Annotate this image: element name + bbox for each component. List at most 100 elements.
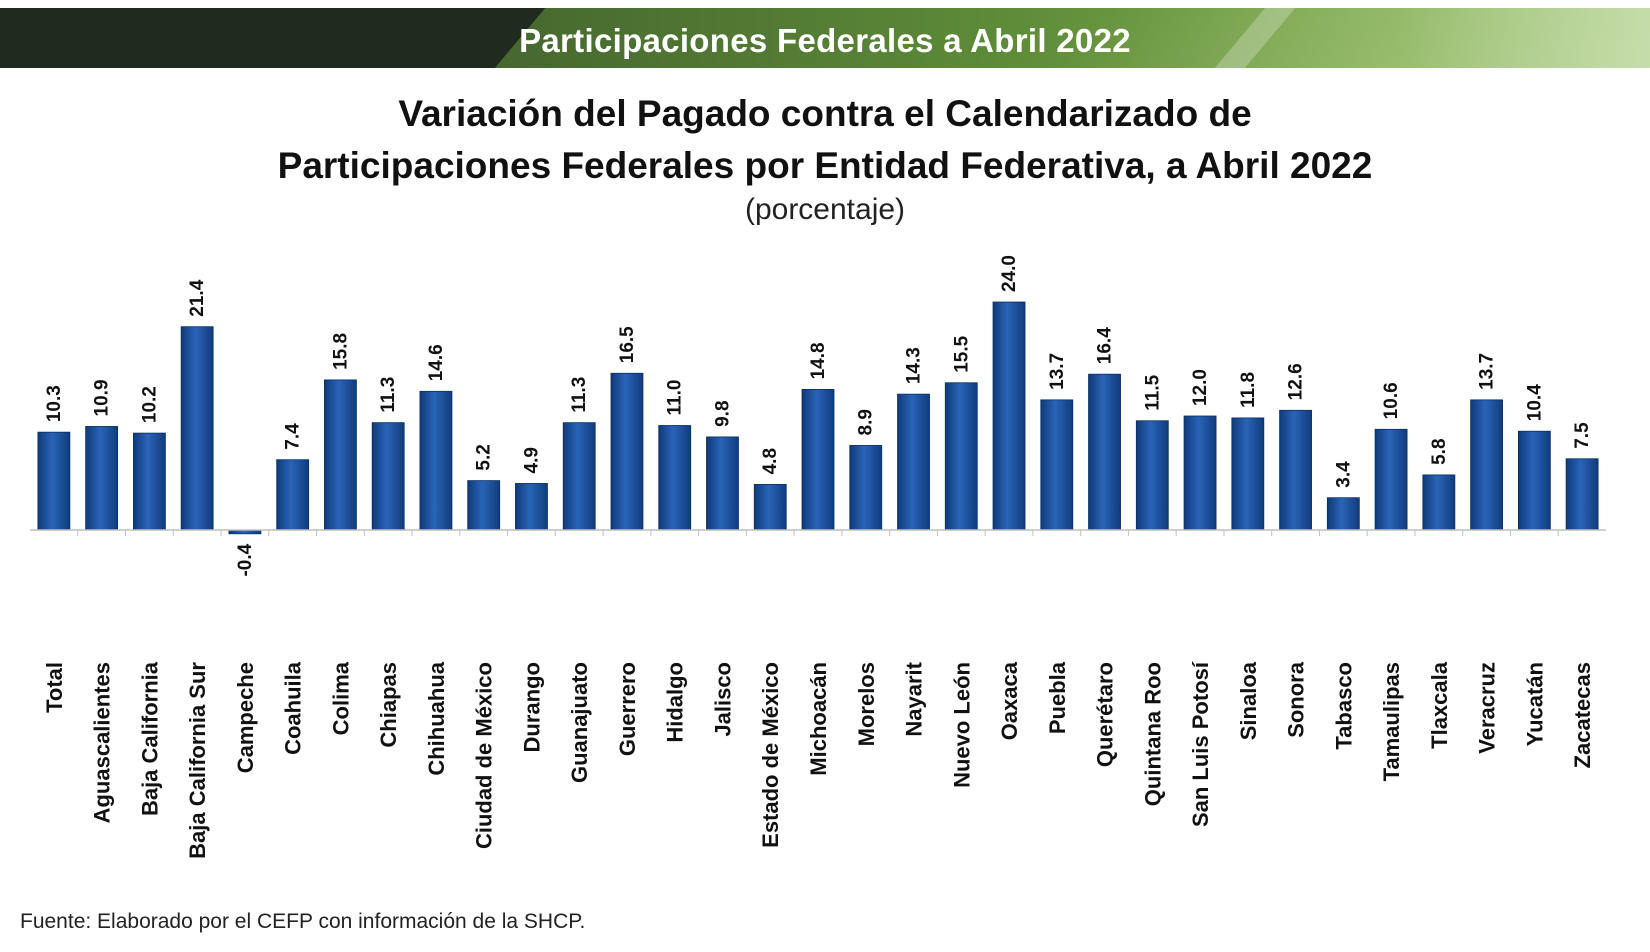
- category-label: Tlaxcala: [1427, 661, 1452, 749]
- category-label: Sinaloa: [1236, 661, 1261, 740]
- value-label: 21.4: [187, 279, 208, 316]
- bar: [467, 480, 501, 531]
- category-label: Veracruz: [1475, 662, 1500, 754]
- value-label: -0.4: [235, 543, 256, 576]
- category-label: Michoacán: [806, 662, 831, 776]
- chart-title-line-1: Variación del Pagado contra el Calendari…: [398, 93, 1252, 134]
- bar: [1279, 409, 1312, 531]
- category-label: Guanajuato: [567, 662, 592, 783]
- category-label: Coahuila: [281, 661, 306, 755]
- bar: [85, 426, 119, 531]
- source-note: Fuente: Elaborado por el CEFP con inform…: [20, 910, 586, 933]
- value-label: 11.5: [1142, 374, 1163, 410]
- bar: [753, 483, 787, 531]
- value-label: 8.9: [856, 409, 877, 435]
- bar: [419, 390, 453, 531]
- value-label: 16.4: [1095, 327, 1116, 364]
- chart-title-line-2: Participaciones Federales por Entidad Fe…: [277, 145, 1373, 186]
- banner-title: Participaciones Federales a Abril 2022: [519, 22, 1131, 59]
- value-label: 11.3: [569, 377, 590, 413]
- category-label: Chihuahua: [424, 661, 449, 775]
- value-label: 10.6: [1381, 382, 1402, 419]
- bar: [1517, 430, 1551, 531]
- category-label: Jalisco: [710, 662, 735, 737]
- bar: [1183, 415, 1217, 531]
- category-label: Guerrero: [615, 662, 640, 756]
- value-label: 13.7: [1047, 353, 1068, 390]
- bar: [1088, 373, 1121, 531]
- bar: [562, 422, 596, 531]
- value-label: 10.9: [92, 379, 113, 416]
- category-label: Puebla: [1045, 661, 1070, 734]
- bar: [1422, 474, 1456, 531]
- category-label: Nuevo León: [949, 662, 974, 788]
- bar: [1231, 417, 1265, 531]
- value-label: 12.6: [1286, 363, 1307, 400]
- category-label: Baja California Sur: [185, 662, 210, 859]
- value-label: 10.2: [139, 386, 160, 423]
- bar: [1470, 399, 1504, 531]
- chart-subtitle: (porcentaje): [744, 193, 906, 226]
- value-label: 5.2: [474, 444, 495, 470]
- bar: [180, 326, 214, 531]
- bar: [276, 459, 310, 531]
- category-label: Colima: [328, 661, 353, 735]
- bar: [324, 379, 357, 531]
- bar: [1374, 428, 1408, 531]
- value-label: 15.5: [951, 335, 972, 372]
- category-label: Nayarit: [902, 661, 927, 736]
- value-label: 14.3: [904, 347, 925, 384]
- value-label: 11.8: [1238, 372, 1259, 408]
- category-label: Tabasco: [1331, 662, 1356, 750]
- bar: [1326, 497, 1360, 531]
- category-label: Sonora: [1284, 661, 1309, 738]
- bar: [706, 436, 739, 531]
- bar: [992, 301, 1026, 531]
- bar: [1565, 458, 1599, 531]
- value-label: 11.3: [378, 377, 399, 413]
- value-label: 14.8: [808, 342, 829, 379]
- bar: [658, 425, 692, 531]
- header-banner: Participaciones Federales a Abril 2022: [0, 8, 1650, 68]
- value-label: 3.4: [1333, 461, 1354, 488]
- bar: [897, 393, 930, 531]
- bar: [801, 388, 835, 531]
- value-label: 15.8: [330, 333, 351, 370]
- value-label: 7.4: [283, 423, 304, 450]
- category-label: Yucatán: [1522, 662, 1547, 746]
- value-label: 7.5: [1572, 422, 1593, 449]
- category-label: Morelos: [854, 662, 879, 746]
- value-label: 13.7: [1477, 353, 1498, 390]
- value-label: 10.3: [44, 385, 65, 422]
- category-label: Chiapas: [376, 662, 401, 748]
- bar: [944, 382, 978, 531]
- category-label: San Luis Potosí: [1188, 661, 1213, 827]
- value-label: 24.0: [999, 255, 1020, 292]
- value-label: 11.0: [665, 380, 686, 416]
- category-label: Campeche: [233, 662, 258, 773]
- category-label: Hidalgo: [663, 662, 688, 743]
- bar: [37, 431, 71, 531]
- category-label: Quintana Roo: [1140, 662, 1165, 806]
- bar: [371, 422, 405, 531]
- bar: [849, 445, 883, 531]
- category-label: Aguascalientes: [90, 662, 115, 823]
- bar: [610, 372, 644, 531]
- bar: [1135, 420, 1169, 531]
- category-label: Tamaulipas: [1379, 662, 1404, 781]
- value-label: 12.0: [1190, 369, 1211, 406]
- category-label: Durango: [519, 662, 544, 752]
- value-label: 5.8: [1429, 438, 1450, 464]
- value-label: 10.4: [1524, 384, 1545, 421]
- value-label: 9.8: [712, 400, 733, 426]
- value-label: 4.8: [760, 448, 781, 474]
- category-label: Total: [42, 662, 67, 713]
- category-label: Ciudad de México: [472, 662, 497, 849]
- category-label: Estado de México: [758, 662, 783, 848]
- category-label: Oaxaca: [997, 661, 1022, 740]
- value-label: 4.9: [521, 447, 542, 473]
- category-label: Baja California: [137, 661, 162, 816]
- value-label: 16.5: [617, 326, 638, 363]
- value-label: 14.6: [426, 344, 447, 381]
